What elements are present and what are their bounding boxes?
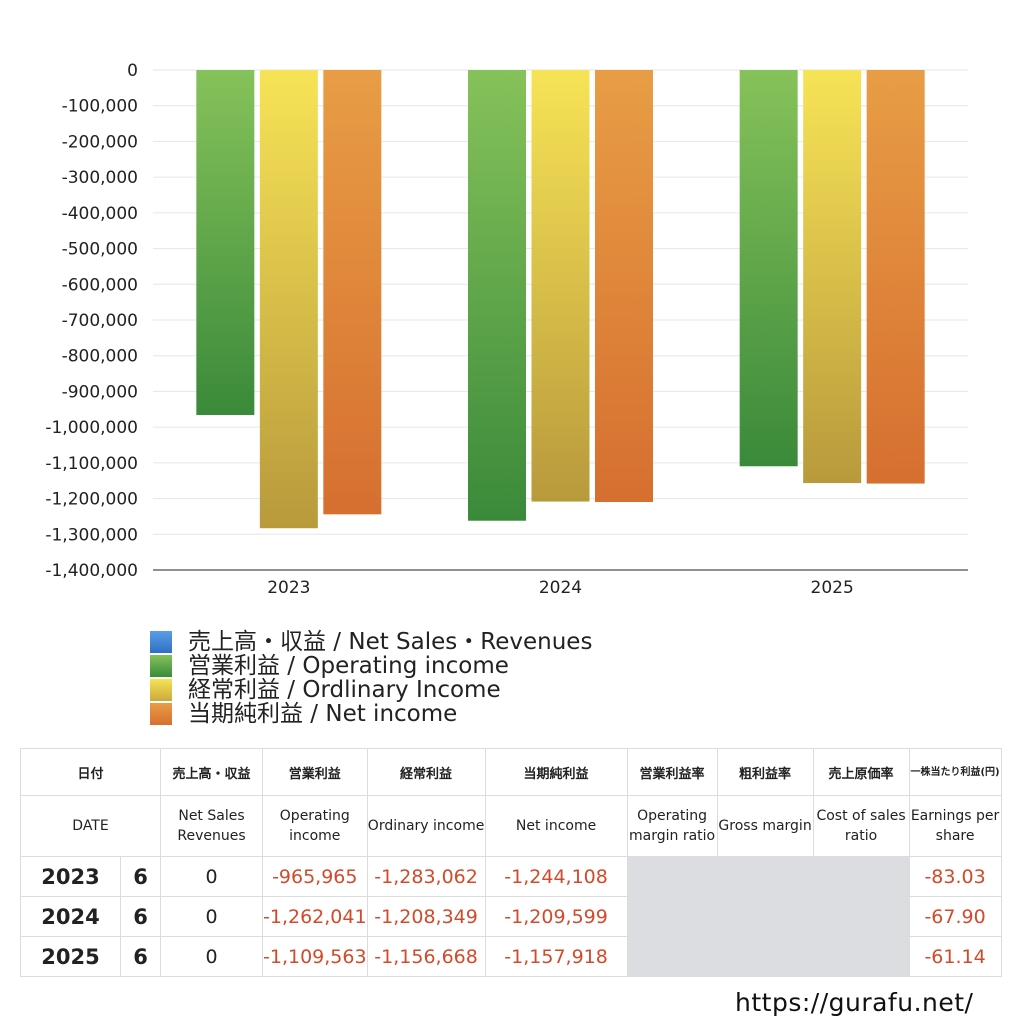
legend-item-operating: 営業利益 / Operating income [150, 654, 592, 678]
row-operating: -1,262,041 [262, 896, 368, 937]
row-gross [716, 856, 814, 897]
row-eps: -83.03 [908, 856, 1002, 897]
header-operating-en: Operating income [262, 795, 368, 857]
header-op-margin-jp: 営業利益率 [626, 748, 718, 796]
bar-2024-series-2 [531, 70, 590, 502]
y-tick-label: -100,000 [62, 97, 138, 117]
table-row: 2024 6 0 -1,262,041 -1,208,349 -1,209,59… [20, 896, 1002, 937]
y-tick-label: -900,000 [62, 382, 138, 402]
y-tick-label: -800,000 [62, 347, 138, 367]
row-month: 6 [120, 936, 161, 977]
row-cost [812, 936, 910, 977]
y-tick-label: -1,200,000 [45, 490, 138, 510]
header-eps-jp: 一株当たり利益(円) [908, 748, 1002, 796]
row-net: -1,244,108 [484, 856, 628, 897]
y-tick-label: -500,000 [62, 240, 138, 260]
header-cost-jp: 売上原価率 [812, 748, 910, 796]
bar-2025-series-2 [803, 70, 862, 484]
legend-label: 当期純利益 / Net income [188, 701, 458, 727]
legend-swatch-operating [150, 655, 172, 677]
header-net-jp: 当期純利益 [484, 748, 628, 796]
row-cost [812, 896, 910, 937]
bar-2024-series-3 [595, 70, 653, 502]
y-tick-label: -400,000 [62, 204, 138, 224]
header-date-en: DATE [20, 795, 161, 857]
row-op-margin [626, 856, 718, 897]
header-sales-jp: 売上高・収益 [160, 748, 263, 796]
legend: 売上高・収益 / Net Sales・Revenues 営業利益 / Opera… [150, 630, 592, 726]
header-gross-jp: 粗利益率 [716, 748, 814, 796]
legend-label: 売上高・収益 / Net Sales・Revenues [188, 629, 593, 655]
row-op-margin [626, 936, 718, 977]
y-tick-label: -200,000 [62, 132, 138, 152]
legend-swatch-net [150, 703, 172, 725]
row-year: 2025 [20, 936, 121, 977]
row-ordinary: -1,156,668 [366, 936, 486, 977]
table-row: 2023 6 0 -965,965 -1,283,062 -1,244,108 … [20, 856, 1002, 897]
row-month: 6 [120, 896, 161, 937]
x-tick-label: 2025 [811, 578, 854, 598]
header-net-en: Net income [484, 795, 628, 857]
row-sales: 0 [160, 896, 263, 937]
legend-label: 営業利益 / Operating income [188, 653, 509, 679]
bar-2025-series-1 [739, 70, 798, 467]
y-tick-label: -600,000 [62, 275, 138, 295]
legend-item-ordinary: 経常利益 / Ordlinary Income [150, 678, 592, 702]
header-gross-en: Gross margin [716, 795, 814, 857]
legend-item-sales: 売上高・収益 / Net Sales・Revenues [150, 630, 592, 654]
legend-item-net: 当期純利益 / Net income [150, 702, 592, 726]
x-tick-label: 2023 [267, 578, 310, 598]
source-url: https://gurafu.net/ [735, 988, 974, 1017]
header-ordinary-en: Ordinary income [366, 795, 486, 857]
bar-2023-series-1 [196, 70, 255, 415]
y-axis: 0 -100,000 -200,000 -300,000 -400,000 -500,00… [45, 61, 138, 581]
y-tick-label: -1,400,000 [45, 561, 138, 581]
bar-2024-series-1 [468, 70, 526, 521]
x-tick-label: 2024 [539, 578, 582, 598]
table-header-en: DATE Net Sales Revenues Operating income… [20, 795, 1002, 857]
y-tick-label: -1,100,000 [45, 454, 138, 474]
bar-2023-series-3 [323, 70, 382, 515]
legend-label: 経常利益 / Ordlinary Income [188, 677, 501, 703]
legend-swatch-sales [150, 631, 172, 653]
row-operating: -965,965 [262, 856, 368, 897]
y-tick-label: -300,000 [62, 168, 138, 188]
row-year: 2023 [20, 856, 121, 897]
y-tick-label: -700,000 [62, 311, 138, 331]
row-net: -1,157,918 [484, 936, 628, 977]
row-eps: -61.14 [908, 936, 1002, 977]
table-row: 2025 6 0 -1,109,563 -1,156,668 -1,157,91… [20, 936, 1002, 977]
data-table: 日付 売上高・収益 営業利益 経常利益 当期純利益 営業利益率 粗利益率 売上原… [20, 748, 1002, 977]
row-sales: 0 [160, 936, 263, 977]
x-axis: 2023 2024 2025 [153, 569, 968, 598]
header-ordinary-jp: 経常利益 [366, 748, 486, 796]
row-cost [812, 856, 910, 897]
bars [196, 70, 925, 529]
table-header-jp: 日付 売上高・収益 営業利益 経常利益 当期純利益 営業利益率 粗利益率 売上原… [20, 748, 1002, 796]
row-net: -1,209,599 [484, 896, 628, 937]
header-eps-en: Earnings per share [908, 795, 1002, 857]
header-date-jp: 日付 [20, 748, 161, 796]
row-op-margin [626, 896, 718, 937]
bar-2023-series-2 [259, 70, 318, 529]
bar-2025-series-3 [866, 70, 925, 484]
row-operating: -1,109,563 [262, 936, 368, 977]
row-month: 6 [120, 856, 161, 897]
header-sales-en: Net Sales Revenues [160, 795, 263, 857]
legend-swatch-ordinary [150, 679, 172, 701]
header-op-margin-en: Operating margin ratio [626, 795, 718, 857]
y-tick-label: 0 [127, 61, 138, 81]
y-tick-label: -1,000,000 [45, 418, 138, 438]
y-tick-label: -1,300,000 [45, 525, 138, 545]
header-cost-en: Cost of sales ratio [812, 795, 910, 857]
row-ordinary: -1,283,062 [366, 856, 486, 897]
bar-chart: 0 -100,000 -200,000 -300,000 -400,000 -500,00… [45, 61, 968, 598]
row-ordinary: -1,208,349 [366, 896, 486, 937]
row-gross [716, 936, 814, 977]
row-gross [716, 896, 814, 937]
row-eps: -67.90 [908, 896, 1002, 937]
header-operating-jp: 営業利益 [262, 748, 368, 796]
row-sales: 0 [160, 856, 263, 897]
row-year: 2024 [20, 896, 121, 937]
